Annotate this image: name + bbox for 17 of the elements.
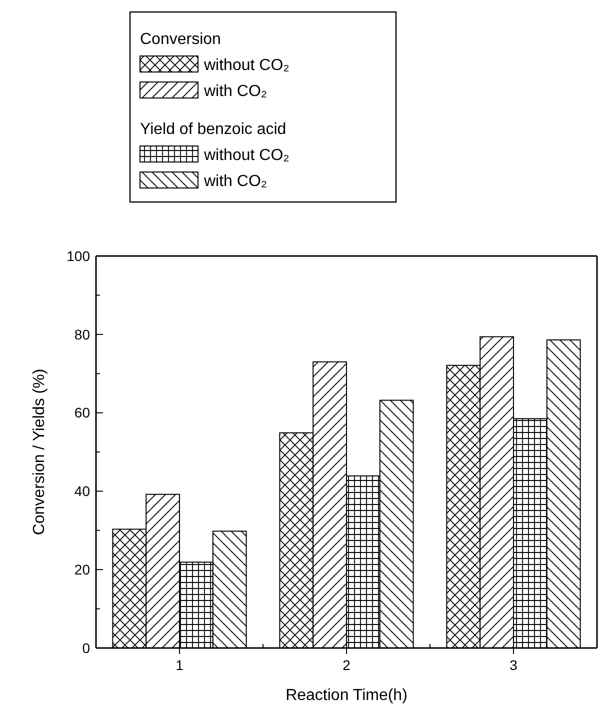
x-tick-label: 2 <box>342 657 351 673</box>
x-tick-label: 1 <box>176 657 184 673</box>
y-tick-label: 40 <box>74 483 90 500</box>
y-tick-label: 80 <box>74 326 90 342</box>
text: Yield of benzoic acid <box>140 121 286 138</box>
y-tick-label: 0 <box>82 640 90 656</box>
x-tick-label: 3 <box>510 657 518 673</box>
y-tick-label: 20 <box>74 562 90 578</box>
legend-label: without CO₂ <box>203 147 290 164</box>
legend-label: without CO₂ <box>203 57 290 74</box>
x-axis-title: Reaction Time(h) <box>286 687 408 704</box>
text: Conversion <box>140 31 221 48</box>
y-tick-label: 100 <box>66 248 90 264</box>
legend-label: with CO₂ <box>203 83 268 100</box>
y-axis-title: Conversion / Yields (%) <box>31 368 48 536</box>
legend-label: with CO₂ <box>203 173 268 190</box>
y-tick-label: 60 <box>74 404 90 421</box>
